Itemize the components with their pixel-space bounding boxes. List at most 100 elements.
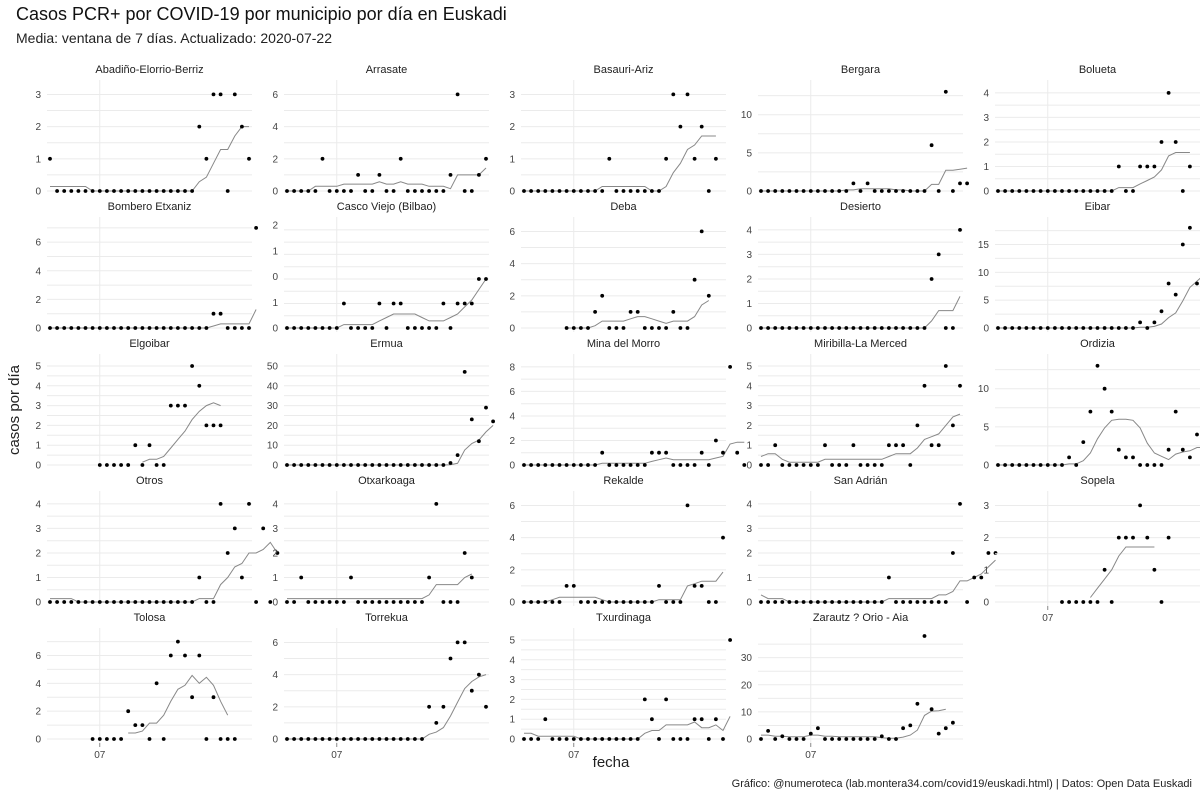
data-point [1131,326,1135,330]
data-point [642,189,647,193]
data-point [1053,189,1057,193]
data-point [334,737,339,741]
data-point [413,189,417,193]
data-point [706,737,711,741]
data-point [794,189,799,193]
data-point [1024,463,1029,467]
data-point [766,326,770,330]
data-point [105,737,109,741]
data-point [434,326,439,330]
y-tick-label: 0 [509,324,515,335]
data-point [787,463,792,467]
data-point [586,737,590,741]
y-tick-label: 5 [983,422,989,433]
y-tick-label: 2 [746,274,752,285]
data-point [370,189,375,193]
data-point [830,737,834,741]
data-point [628,189,633,193]
data-point [377,737,382,741]
data-point [1067,455,1071,460]
data-point [650,717,654,722]
data-point [915,326,920,330]
y-tick-label: 6 [509,387,515,398]
data-point [642,600,647,604]
facet-panel: Bombero Etxaniz 0 2 4 6 [35,201,258,335]
data-point [1088,409,1093,414]
data-point [628,463,633,467]
data-point [441,600,446,604]
data-point [858,600,863,604]
data-point [285,463,289,467]
data-point [147,737,152,741]
data-point [1145,535,1150,540]
data-point [780,326,785,330]
y-tick-label: 0 [272,598,278,609]
data-point [943,326,948,330]
data-point [522,463,526,467]
data-point [936,600,941,604]
data-point [773,326,778,330]
y-tick-label: 3 [983,113,989,124]
data-point [579,189,583,193]
data-point [614,463,619,467]
data-point [830,189,834,193]
average-line [998,152,1190,192]
data-point [922,326,927,330]
data-point [614,189,619,193]
y-tick-label: 0 [35,598,41,609]
data-point [240,326,244,330]
data-point [865,463,870,467]
data-point [313,326,318,330]
data-point [936,443,941,448]
data-point [441,463,446,467]
data-point [908,600,913,604]
data-point [1152,164,1157,169]
data-point [363,600,368,604]
data-point [1067,189,1071,193]
y-tick-label: 3 [35,90,41,101]
data-point [823,189,827,193]
data-point [571,584,576,588]
data-point [996,189,1000,193]
data-point [477,173,481,177]
data-point [1053,463,1057,467]
data-point [342,189,346,193]
data-point [614,737,619,741]
data-point [176,189,180,193]
data-point [1038,326,1043,330]
data-point [823,443,827,448]
y-tick-label: 0 [746,187,752,198]
facet-panel: Basauri-Ariz 0 1 2 3 [509,64,726,198]
data-point [801,326,806,330]
data-point [384,737,389,741]
data-point [363,326,368,330]
average-line [998,277,1200,329]
data-point [635,600,640,604]
data-point [1116,164,1121,169]
data-point [721,737,725,741]
data-point [1131,189,1135,193]
data-point [808,326,813,330]
data-point [728,365,732,369]
data-point [232,326,237,330]
data-point [398,737,403,741]
data-point [62,600,67,604]
y-tick-label: 2 [746,548,752,559]
facet-title: Zarautz ? Orio - Aia [813,612,909,624]
data-point [48,326,52,330]
data-point [650,600,654,604]
data-point [721,535,725,540]
data-point [469,575,474,580]
data-point [529,600,533,604]
average-line [524,441,745,466]
data-point [671,737,676,741]
data-point [342,301,346,306]
data-point [865,326,870,330]
y-tick-label: 1 [746,573,752,584]
data-point [642,326,647,330]
data-point [586,189,590,193]
data-point [356,600,360,604]
data-point [1003,326,1007,330]
data-point [787,600,792,604]
facet-panel: Deba 0 2 4 6 [509,201,726,335]
